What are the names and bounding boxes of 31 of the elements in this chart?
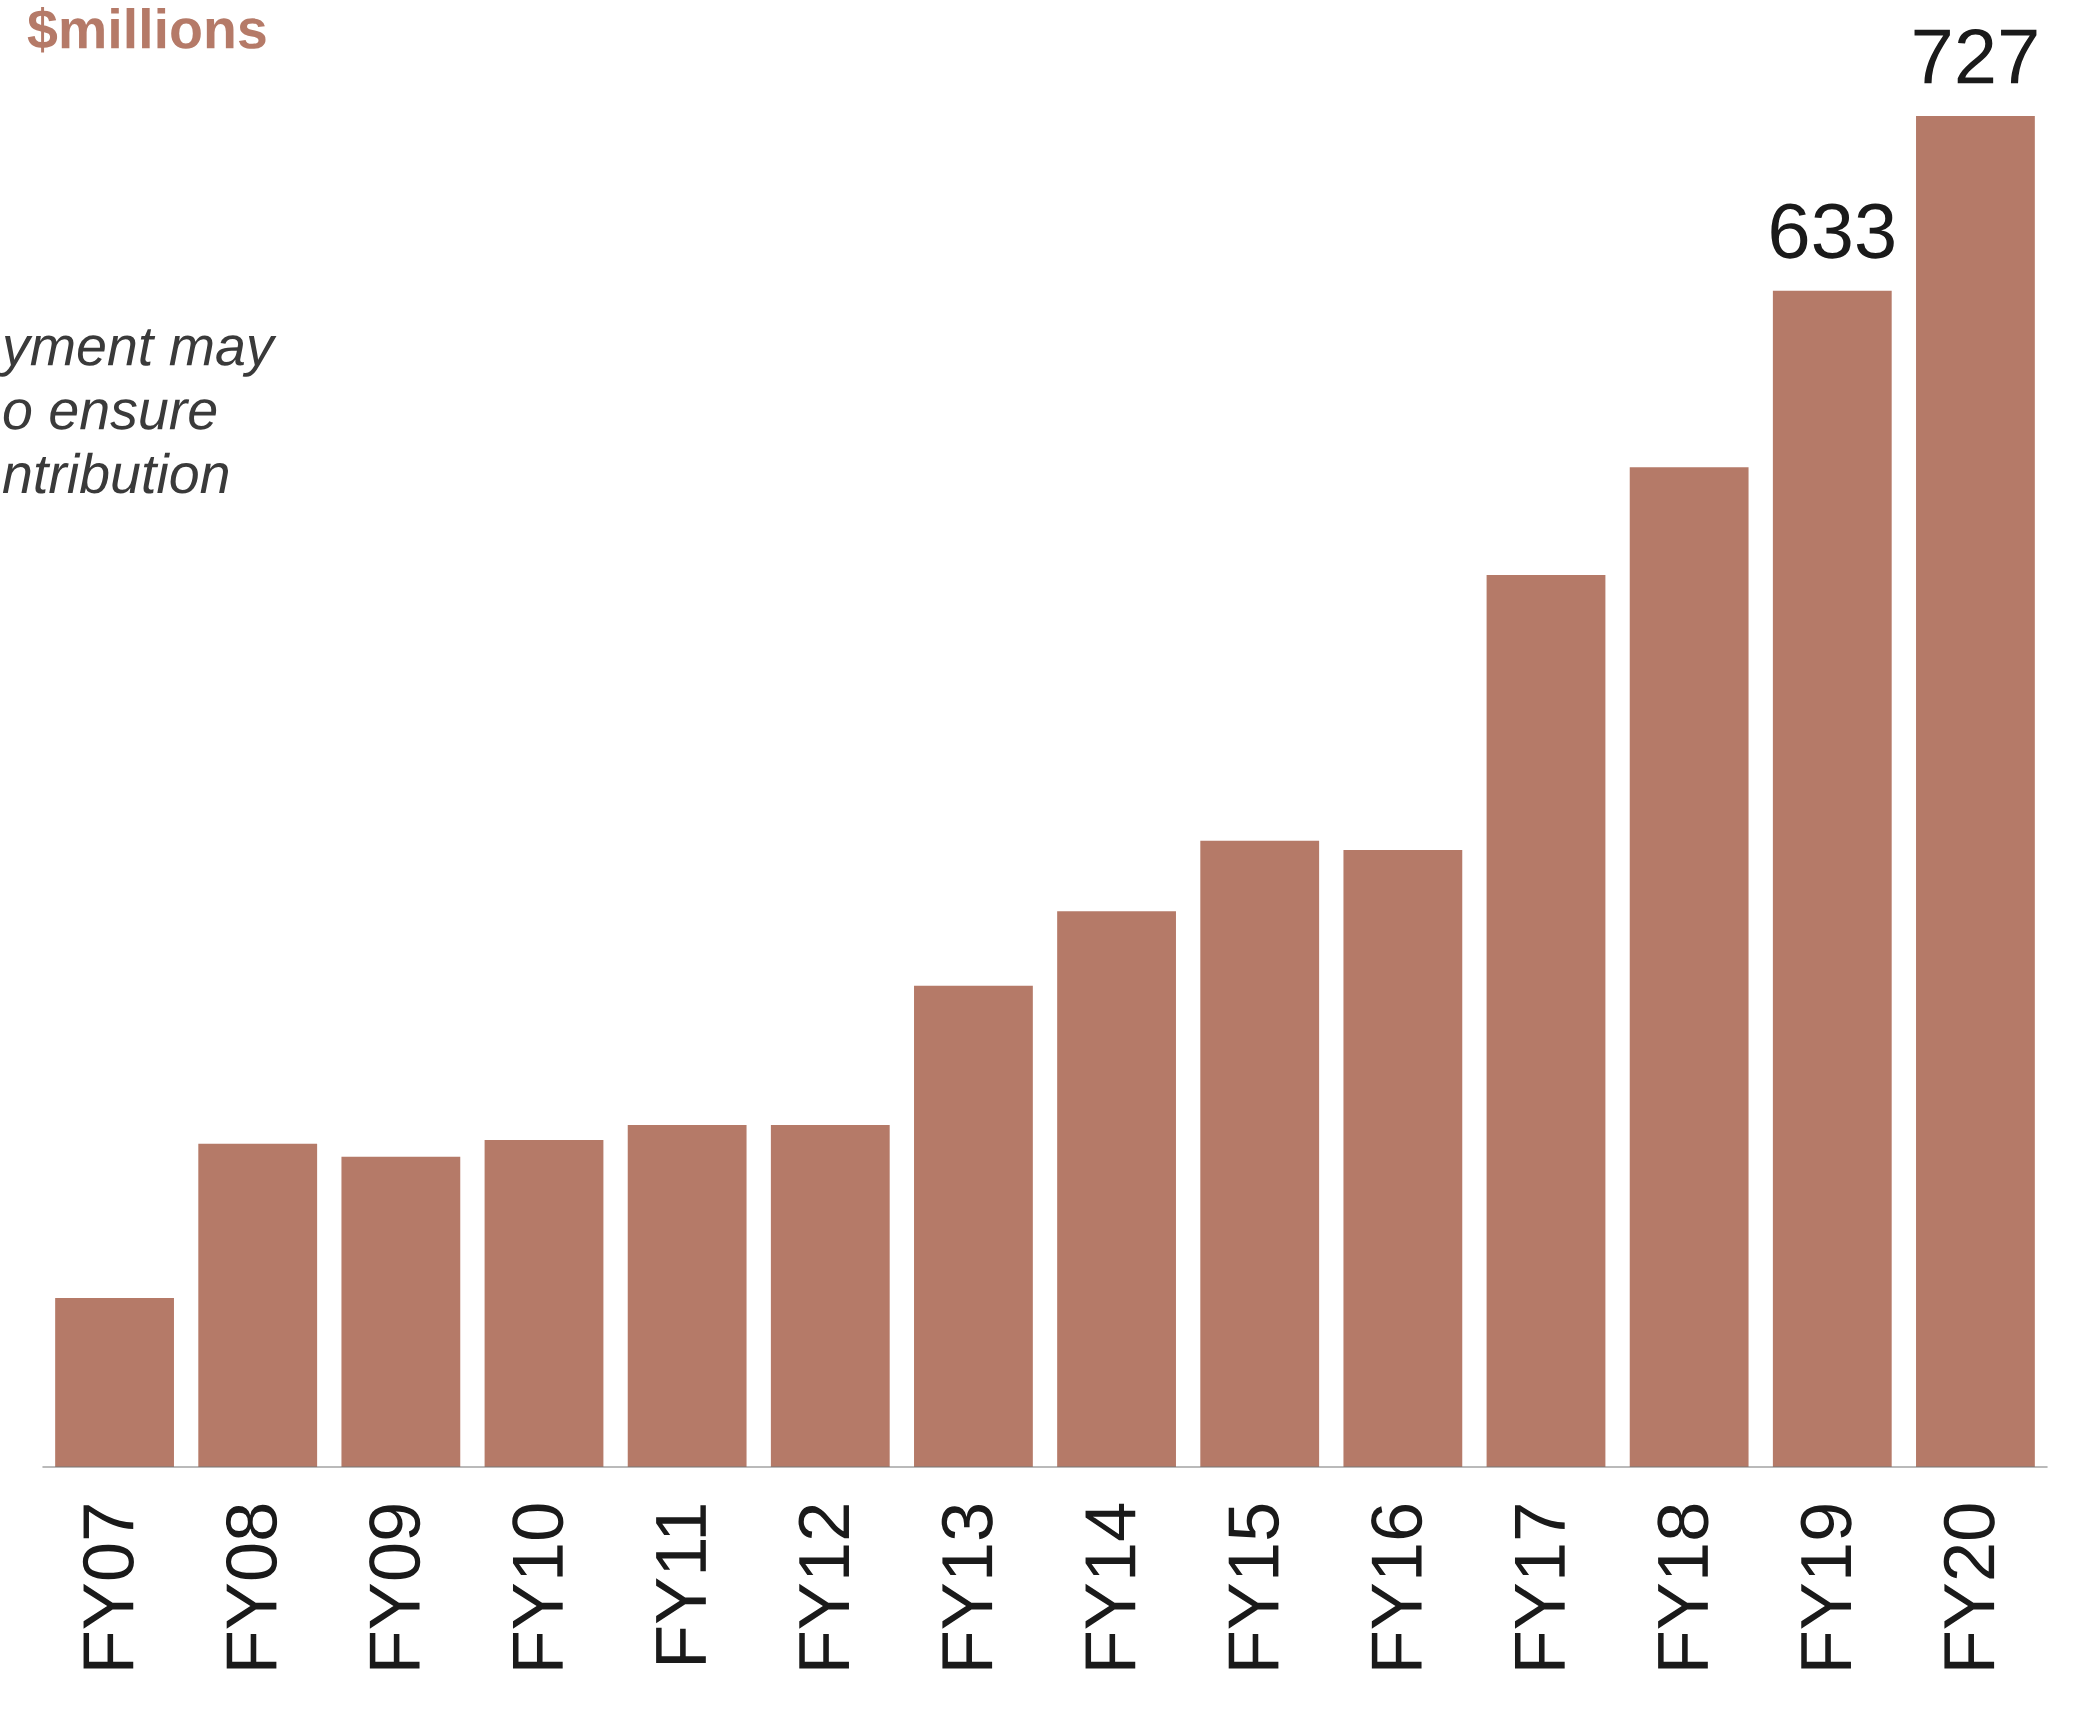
- bar: [55, 1297, 174, 1467]
- bar: [1486, 575, 1606, 1467]
- bar: [1343, 850, 1463, 1467]
- bar: [1057, 911, 1176, 1467]
- data-label: 727: [1914, 28, 2037, 84]
- data-label: 633: [1771, 203, 1894, 259]
- bar: [914, 985, 1033, 1467]
- bar: [484, 1139, 604, 1467]
- x-tick-label: FY13: [941, 1504, 993, 1669]
- x-tick-label: FY15: [1228, 1504, 1280, 1669]
- x-tick-label: FY11: [656, 1505, 706, 1664]
- x-tick-label: FY07: [82, 1505, 134, 1669]
- x-tick-label: FY12: [798, 1505, 849, 1669]
- x-tick-label: FY16: [1371, 1504, 1423, 1669]
- bar: [1916, 116, 2035, 1467]
- bar: [198, 1143, 318, 1467]
- x-tick-label: FY19: [1800, 1505, 1852, 1669]
- bar: [627, 1125, 747, 1467]
- x-tick-label: FY09: [369, 1505, 421, 1669]
- chart-title: $millions: [27, 7, 266, 53]
- x-tick-label: FY18: [1657, 1504, 1709, 1669]
- bar: [1200, 840, 1320, 1467]
- x-tick-label: FY08: [225, 1504, 278, 1669]
- bar: [1629, 467, 1749, 1467]
- x-tick-label: FY17: [1514, 1505, 1565, 1669]
- bar: [1772, 290, 1892, 1467]
- x-tick-label: FY10: [512, 1504, 564, 1669]
- x-tick-label: FY20: [1943, 1504, 1995, 1669]
- bar: [770, 1125, 890, 1467]
- x-tick-label: FY14: [1085, 1503, 1136, 1669]
- bar: [341, 1156, 461, 1467]
